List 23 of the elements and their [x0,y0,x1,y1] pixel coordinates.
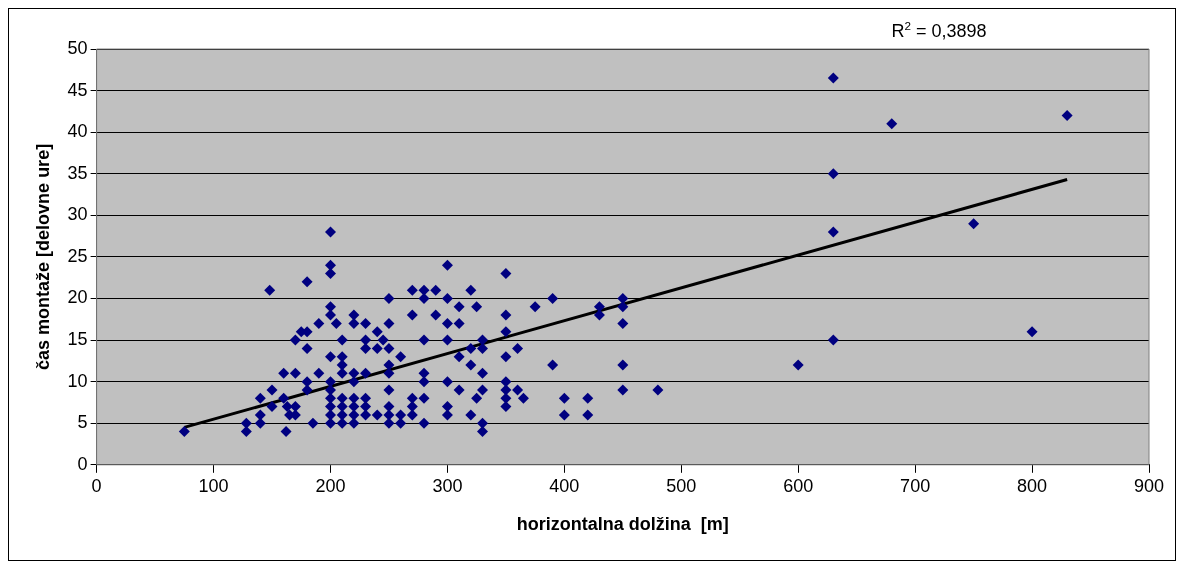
x-tick-label: 400 [549,475,580,496]
y-tick-label: 25 [67,245,88,266]
x-tick-label: 700 [900,475,931,496]
y-tick-label: 10 [67,370,88,391]
x-tick-label: 300 [432,475,463,496]
y-tick-label: 30 [67,204,88,225]
y-axis-title: čas montaže [delovne ure] [32,143,53,370]
y-tick-label: 35 [67,162,88,183]
x-tick-label: 100 [198,475,229,496]
y-tick-label: 15 [67,329,88,350]
x-tick-label: 600 [783,475,814,496]
y-tick-label: 45 [67,79,88,100]
y-tick-label: 0 [77,453,88,474]
y-tick-label: 40 [67,121,88,142]
x-tick-label: 800 [1017,475,1048,496]
y-tick-label: 20 [67,287,88,308]
x-axis-title: horizontalna dolžina [m] [516,514,729,535]
x-tick-label: 900 [1133,475,1165,496]
x-tick-label: 0 [91,475,102,496]
y-tick-label: 50 [67,37,88,58]
y-tick-label: 5 [77,412,88,433]
x-tick-label: 500 [666,475,697,496]
x-tick-label: 200 [315,475,346,496]
